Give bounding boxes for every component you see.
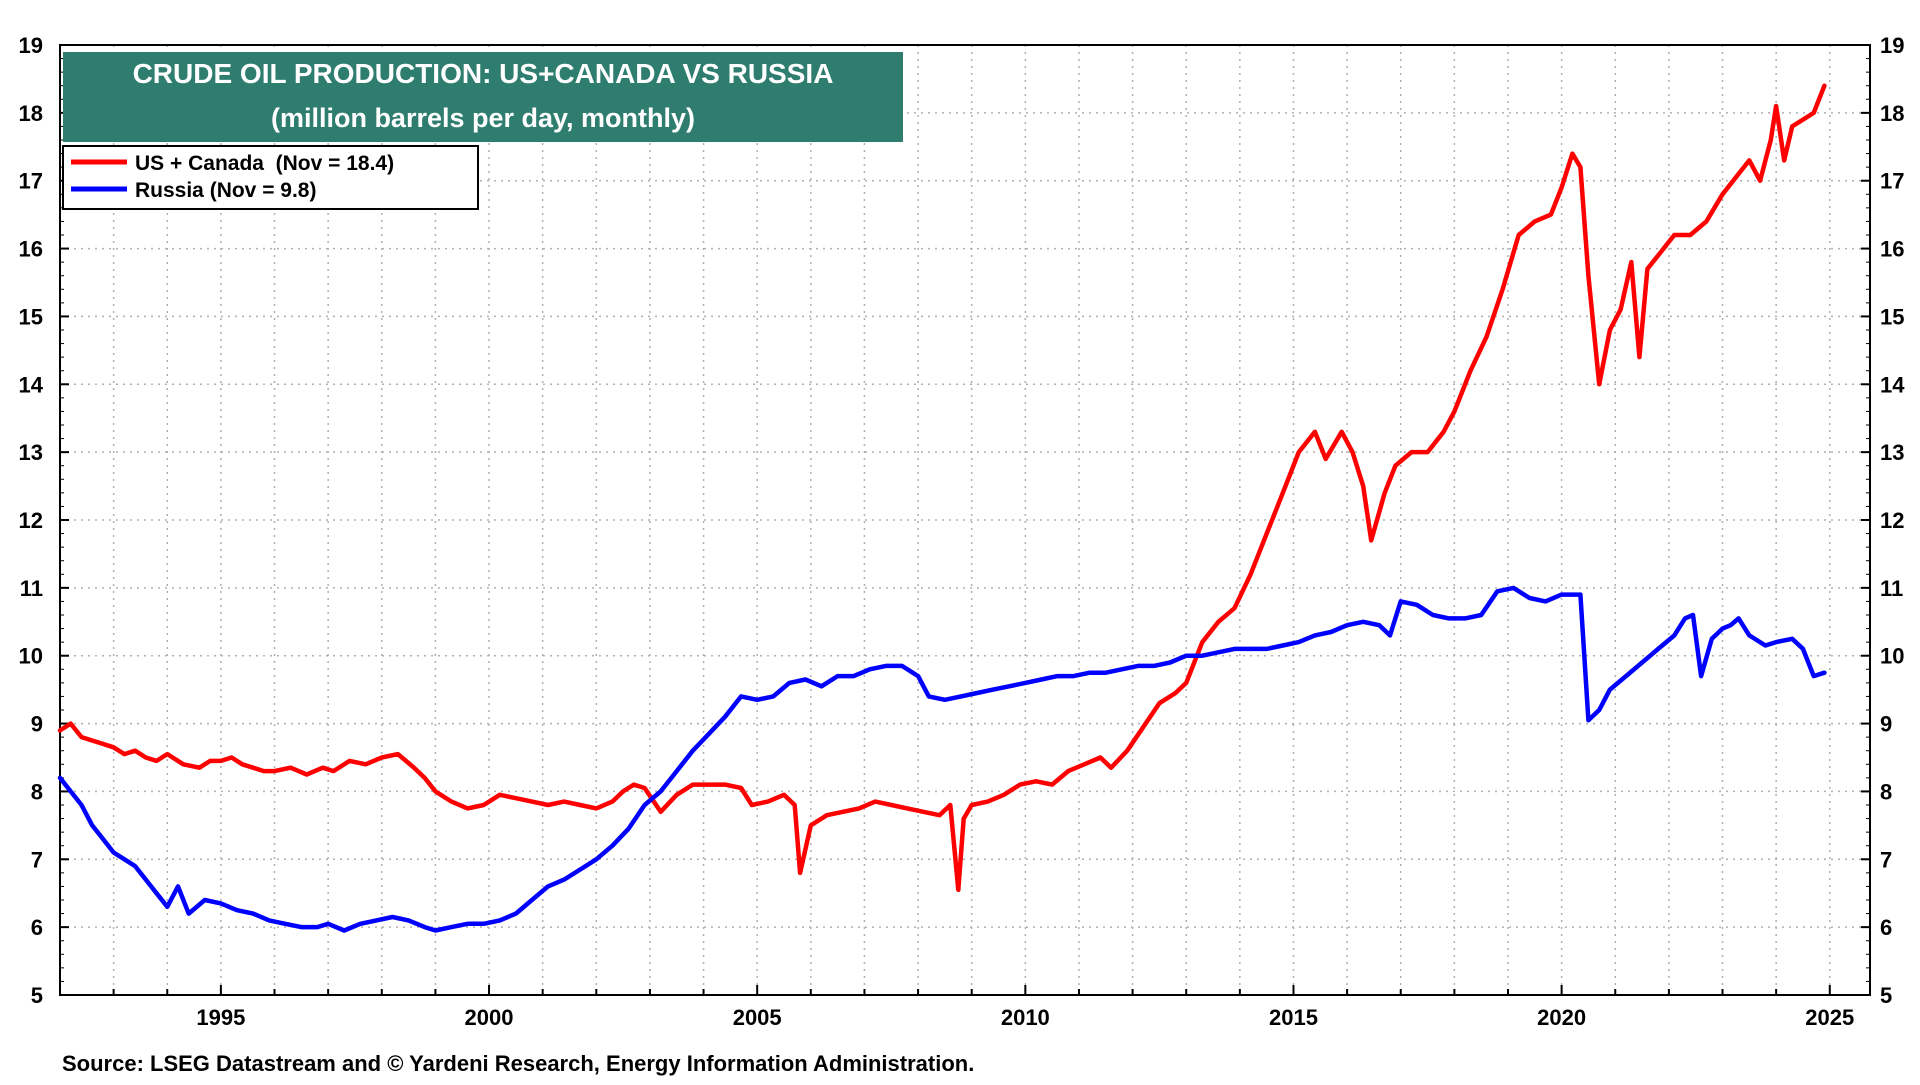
- y-tick-label-right: 18: [1880, 101, 1904, 126]
- y-tick-label-left: 7: [31, 847, 43, 872]
- y-tick-label-left: 15: [19, 304, 43, 329]
- title-box: CRUDE OIL PRODUCTION: US+CANADA VS RUSSI…: [63, 52, 903, 142]
- y-tick-label-left: 5: [31, 983, 43, 1008]
- y-tick-label-right: 12: [1880, 508, 1904, 533]
- y-tick-label-left: 10: [19, 644, 43, 669]
- y-tick-label-right: 14: [1880, 372, 1905, 397]
- chart-title: CRUDE OIL PRODUCTION: US+CANADA VS RUSSI…: [133, 58, 834, 89]
- y-tick-label-right: 16: [1880, 237, 1904, 262]
- y-tick-label-left: 11: [20, 576, 43, 601]
- y-tick-label-left: 18: [19, 101, 43, 126]
- axes: 5 5 6 6 7 7 8 8 9 9 10 10 11 11 12 12 13 13 14 14 15 15 16 16 17…: [19, 33, 1906, 1030]
- y-tick-label-left: 12: [19, 508, 43, 533]
- title-background: [63, 52, 903, 142]
- y-tick-label-left: 14: [19, 372, 44, 397]
- chart-subtitle: (million barrels per day, monthly): [271, 103, 695, 133]
- y-tick-label-right: 13: [1880, 440, 1904, 465]
- y-tick-label-left: 8: [31, 779, 43, 804]
- x-tick-label: 2015: [1269, 1005, 1318, 1030]
- y-tick-label-left: 17: [19, 169, 43, 194]
- y-tick-label-right: 5: [1880, 983, 1892, 1008]
- y-tick-label-left: 16: [19, 237, 43, 262]
- x-tick-label: 2020: [1537, 1005, 1586, 1030]
- series-line-russia: [57, 585, 1827, 933]
- y-tick-label-left: 13: [19, 440, 43, 465]
- y-tick-label-right: 9: [1880, 712, 1892, 737]
- y-tick-label-right: 19: [1880, 33, 1904, 58]
- y-tick-label-left: 9: [31, 712, 43, 737]
- y-tick-label-right: 17: [1880, 169, 1904, 194]
- y-tick-label-right: 11: [1880, 576, 1903, 601]
- y-tick-label-right: 7: [1880, 847, 1892, 872]
- legend-box: [62, 145, 479, 210]
- x-tick-label: 2010: [1001, 1005, 1050, 1030]
- x-tick-label: 1995: [196, 1005, 245, 1030]
- x-tick-label: 2005: [733, 1005, 782, 1030]
- source-note: Source: LSEG Datastream and © Yardeni Re…: [62, 1051, 974, 1076]
- y-tick-label-left: 19: [19, 33, 43, 58]
- y-tick-label-right: 15: [1880, 304, 1904, 329]
- y-tick-label-right: 10: [1880, 644, 1904, 669]
- series-layer: [57, 83, 1827, 933]
- x-tick-label: 2000: [465, 1005, 514, 1030]
- y-tick-label-right: 6: [1880, 915, 1892, 940]
- legend-label-russia: Russia (Nov = 9.8): [135, 179, 316, 202]
- series-line-us-canada: [57, 83, 1827, 893]
- y-tick-label-left: 6: [31, 915, 43, 940]
- x-tick-label: 2025: [1805, 1005, 1854, 1030]
- legend: US + Canada (Nov = 18.4) Russia (Nov = 9…: [62, 145, 479, 210]
- y-tick-label-right: 8: [1880, 779, 1892, 804]
- legend-label-us-canada: US + Canada (Nov = 18.4): [135, 152, 394, 175]
- gridlines: [60, 45, 1870, 995]
